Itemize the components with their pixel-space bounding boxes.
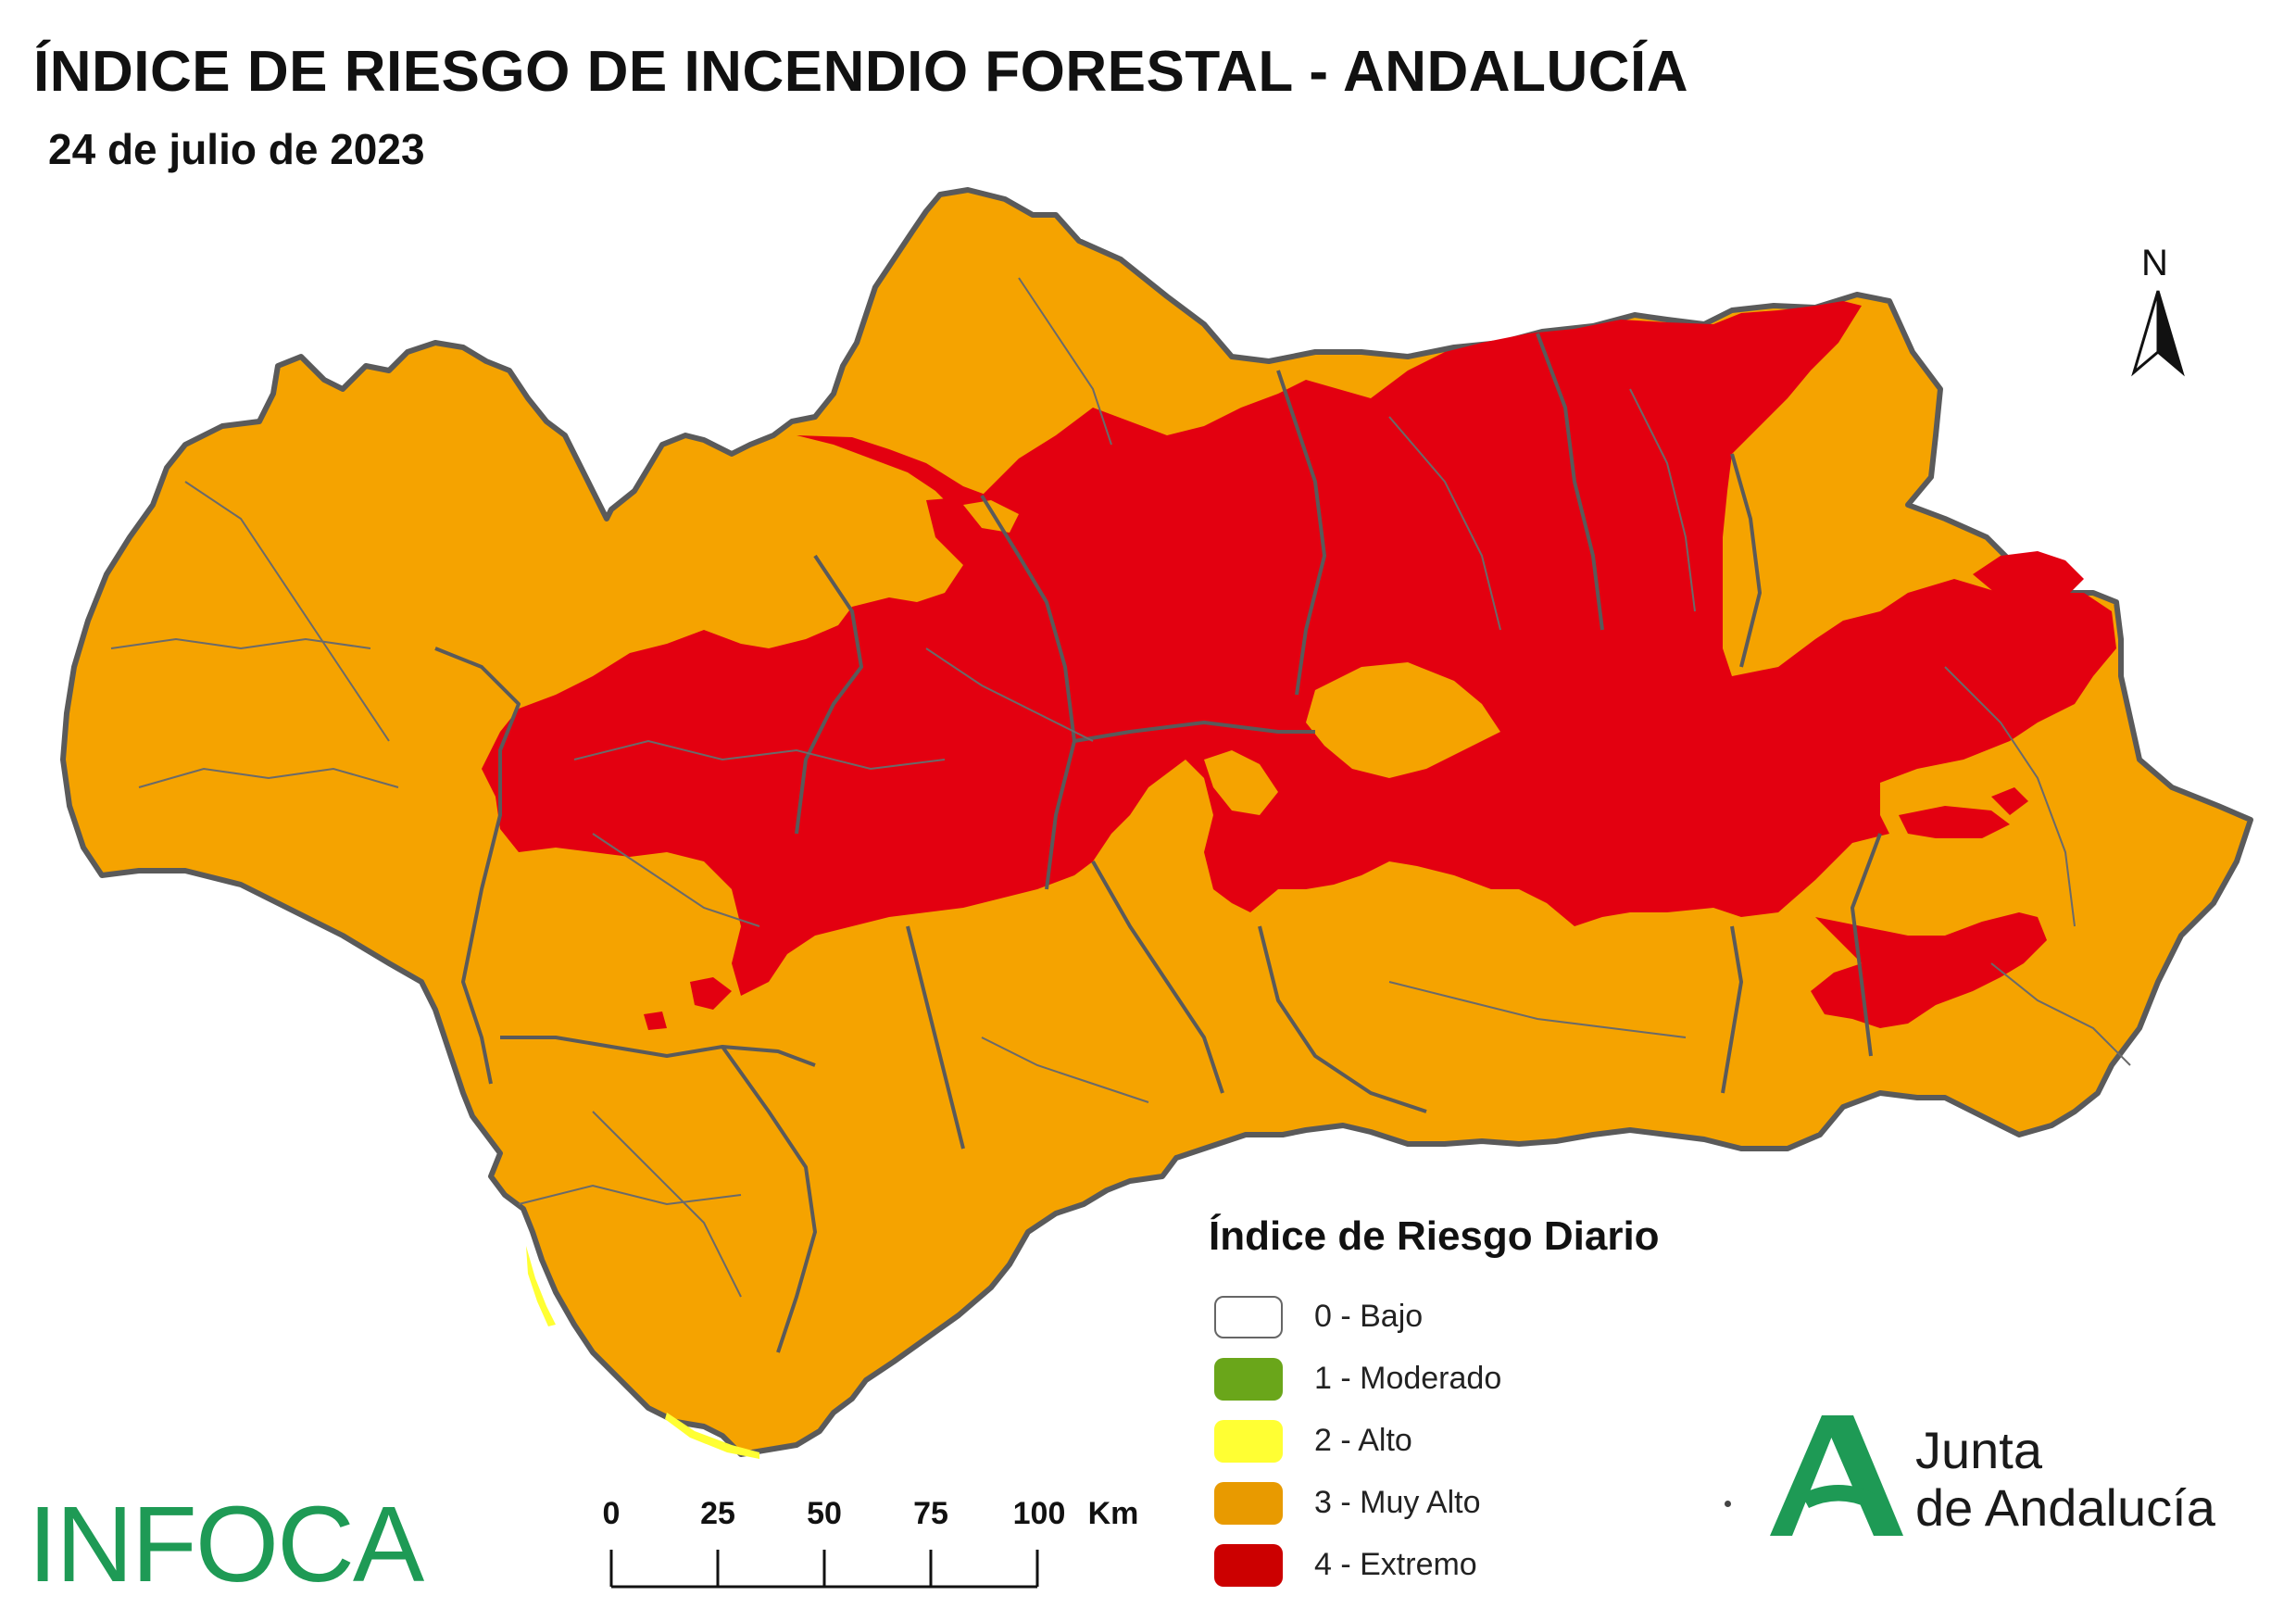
legend-swatch bbox=[1214, 1543, 1283, 1587]
junta-line1: Junta bbox=[1915, 1421, 2042, 1479]
extreme-zone-small2 bbox=[644, 1012, 667, 1030]
legend-label: 0 - Bajo bbox=[1314, 1299, 1424, 1334]
legend-label: 2 - Alto bbox=[1314, 1423, 1412, 1458]
legend-swatch bbox=[1214, 1295, 1283, 1338]
legend-item-bajo: 0 - Bajo bbox=[1209, 1286, 1801, 1348]
legend: Índice de Riesgo Diario 0 - Bajo 1 - Mod… bbox=[1209, 1213, 1801, 1596]
extreme-zone-southeast bbox=[1899, 806, 2010, 838]
north-arrow-icon bbox=[2131, 290, 2185, 377]
infoca-logo: INFOCA bbox=[28, 1484, 424, 1604]
marker-dot bbox=[1725, 1501, 1731, 1507]
municipal-lines bbox=[110, 277, 2131, 1298]
legend-item-alto: 2 - Alto bbox=[1209, 1410, 1801, 1472]
extreme-zone-central bbox=[482, 301, 2116, 996]
junta-andalucia-wordmark: Junta de Andalucía bbox=[1915, 1422, 2215, 1537]
legend-label: 4 - Extremo bbox=[1314, 1547, 1477, 1582]
muy-alto-island1 bbox=[1306, 662, 1500, 778]
legend-title: Índice de Riesgo Diario bbox=[1209, 1213, 1660, 1259]
boundary-lines bbox=[434, 333, 1882, 1353]
legend-item-muy-alto: 3 - Muy Alto bbox=[1209, 1472, 1801, 1534]
scale-bar: 0 25 50 75 100 Km bbox=[603, 1496, 1139, 1589]
scale-tick-label: 0 bbox=[603, 1496, 621, 1531]
legend-swatch bbox=[1214, 1357, 1283, 1401]
junta-line2: de Andalucía bbox=[1915, 1478, 2215, 1537]
scale-tick-label: 100 bbox=[1013, 1496, 1066, 1531]
legend-label: 1 - Moderado bbox=[1314, 1361, 1502, 1396]
muy-alto-island3 bbox=[963, 500, 1019, 533]
legend-item-extremo: 4 - Extremo bbox=[1209, 1534, 1801, 1596]
map-title: ÍNDICE DE RIESGO DE INCENDIO FORESTAL - … bbox=[33, 40, 1688, 104]
map-date: 24 de julio de 2023 bbox=[48, 125, 425, 173]
scale-tick-label: 25 bbox=[700, 1496, 735, 1531]
north-label: N bbox=[2141, 243, 2168, 283]
alto-coast-tarifa bbox=[665, 1413, 759, 1459]
extreme-zone-east bbox=[1973, 551, 2084, 602]
legend-label: 3 - Muy Alto bbox=[1314, 1485, 1481, 1520]
muy-alto-island2 bbox=[1204, 750, 1278, 815]
junta-andalucia-logo-icon bbox=[1770, 1415, 1903, 1536]
legend-item-moderado: 1 - Moderado bbox=[1209, 1348, 1801, 1410]
legend-swatch bbox=[1214, 1481, 1283, 1525]
extreme-zone-small3 bbox=[1991, 787, 2028, 815]
legend-swatch bbox=[1214, 1419, 1283, 1463]
scale-tick-label: 50 bbox=[807, 1496, 842, 1531]
scale-tick-label: 75 bbox=[913, 1496, 948, 1531]
extreme-zone-small1 bbox=[690, 977, 732, 1010]
extreme-zone-almeria bbox=[1811, 912, 2047, 1028]
scale-unit: Km bbox=[1088, 1496, 1139, 1531]
